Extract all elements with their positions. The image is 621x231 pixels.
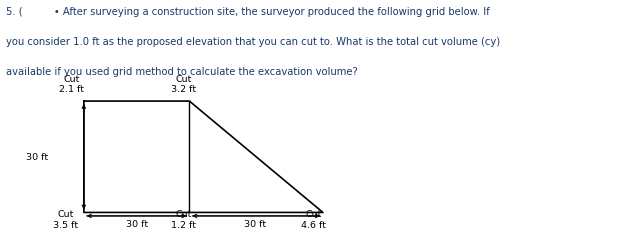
- Text: 30 ft: 30 ft: [243, 219, 266, 228]
- Text: 30 ft: 30 ft: [26, 153, 48, 161]
- Text: 5. (          • After surveying a construction site, the surveyor produced the f: 5. ( • After surveying a construction si…: [6, 7, 490, 17]
- Text: Cut
3.5 ft: Cut 3.5 ft: [53, 209, 78, 229]
- Text: you consider 1.0 ft as the proposed elevation that you can cut to. What is the t: you consider 1.0 ft as the proposed elev…: [6, 37, 501, 47]
- Text: available if you used grid method to calculate the excavation volume?: available if you used grid method to cal…: [6, 67, 358, 77]
- Text: Cut
3.2 ft: Cut 3.2 ft: [171, 74, 196, 94]
- Text: Cut
2.1 ft: Cut 2.1 ft: [59, 74, 84, 94]
- Text: 30 ft: 30 ft: [125, 219, 148, 228]
- Text: Cut
4.6 ft: Cut 4.6 ft: [301, 209, 326, 229]
- Text: Cut
1.2 ft: Cut 1.2 ft: [171, 209, 196, 229]
